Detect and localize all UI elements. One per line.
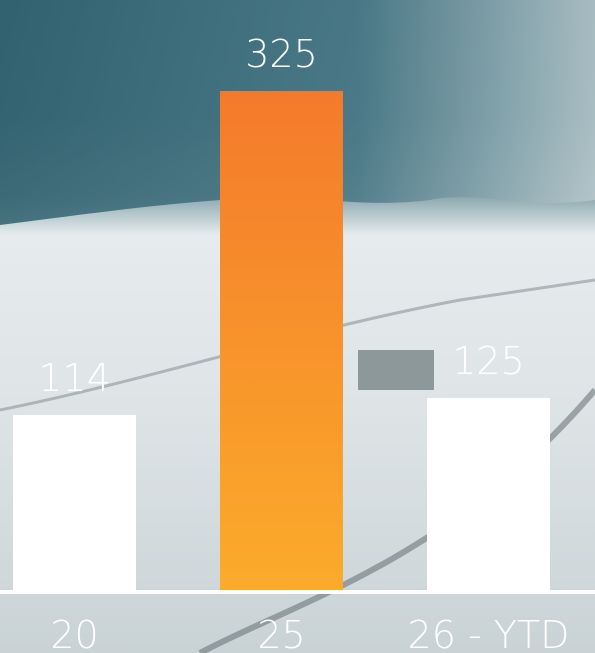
bar — [220, 91, 343, 590]
building — [358, 350, 434, 390]
bar — [13, 414, 136, 590]
value-label: 325 — [245, 32, 318, 76]
baseline — [0, 590, 595, 594]
x-tick-label: 20 — [50, 613, 98, 653]
x-tick-label: 25 — [257, 613, 305, 653]
x-tick-label: 26 - YTD — [408, 613, 570, 653]
value-label: 125 — [452, 339, 525, 383]
value-label: 114 — [38, 356, 111, 400]
bar — [427, 398, 550, 590]
